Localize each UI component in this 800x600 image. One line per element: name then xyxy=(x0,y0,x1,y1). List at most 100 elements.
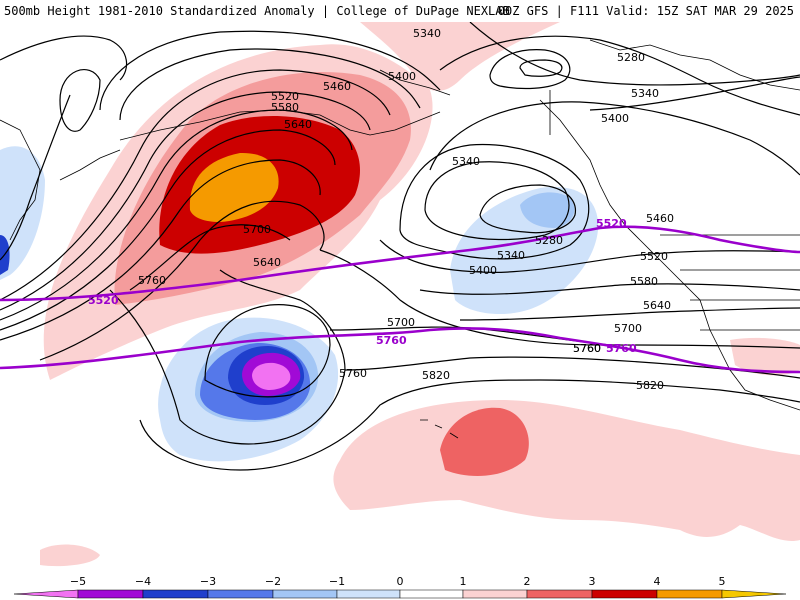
border-line xyxy=(549,90,800,331)
anomaly-pos1-region-ne xyxy=(360,22,560,91)
highlight-contours xyxy=(0,225,800,374)
contour-line xyxy=(489,49,571,90)
contour-line xyxy=(479,184,576,234)
contour-label: 5520 xyxy=(640,250,668,263)
alaska-coastline xyxy=(119,69,451,141)
colorbar-tick-label: −3 xyxy=(200,575,216,588)
contour-labels: 5340 5400 5460 5520 5580 5640 5700 5760 … xyxy=(138,27,674,392)
contour-label: 5340 xyxy=(413,27,441,40)
colorbar-tick-label: −5 xyxy=(70,575,86,588)
map-title: 500mb Height 1981-2010 Standardized Anom… xyxy=(4,4,510,18)
colorbar-tick-label: −2 xyxy=(265,575,281,588)
contour-label: 5280 xyxy=(617,51,645,64)
contour-line xyxy=(0,129,336,331)
colorbar-tick-label: 4 xyxy=(654,575,661,588)
highlight-contour-label: 5760 xyxy=(606,342,637,355)
anomaly-pos5-region xyxy=(189,152,279,222)
anomaly-pos3-region xyxy=(440,407,529,476)
contour-label: 5400 xyxy=(601,112,629,125)
contour-label: 5400 xyxy=(388,70,416,83)
colorbar-tick-label: 1 xyxy=(460,575,467,588)
contour-line xyxy=(39,200,325,361)
kamchatka-coastline xyxy=(0,119,41,241)
colorbar-tick-labels: −5 −4 −3 −2 −1 0 1 2 3 4 5 xyxy=(70,575,726,588)
colorbar-swatch-pos4 xyxy=(656,589,723,599)
contour-line xyxy=(109,269,346,445)
contour-label: 5820 xyxy=(422,369,450,382)
canada-coastline xyxy=(539,99,800,411)
colorbar-swatch-zero xyxy=(399,589,464,599)
anomaly-neg6-region xyxy=(252,362,291,390)
contour-label: 5640 xyxy=(643,299,671,312)
contour-line xyxy=(459,307,800,321)
contour-line xyxy=(439,35,800,116)
highlight-contour-label: 5520 xyxy=(596,217,627,230)
contour-label: 5340 xyxy=(497,249,525,262)
colorbar-swatches xyxy=(13,589,787,599)
colorbar-tick-label: 2 xyxy=(524,575,531,588)
colorbar-arrow-left xyxy=(13,589,79,599)
contour-line xyxy=(429,101,800,176)
contour-label: 5340 xyxy=(631,87,659,100)
contour-label: 5340 xyxy=(452,155,480,168)
highlight-contour-label: 5520 xyxy=(88,294,119,307)
highlight-contour-label: 5760 xyxy=(376,334,407,347)
contour-line xyxy=(424,161,570,241)
contour-line xyxy=(0,91,371,311)
contour-label: 5820 xyxy=(636,379,664,392)
colorbar-swatch-neg4 xyxy=(142,589,209,599)
contour-label: 5280 xyxy=(535,234,563,247)
contour-label: 5760 xyxy=(138,274,166,287)
contour-label: 5460 xyxy=(646,212,674,225)
contour-line xyxy=(0,109,353,321)
colorbar-tick-label: −4 xyxy=(135,575,151,588)
contour-line xyxy=(59,69,101,132)
contour-line xyxy=(379,239,800,273)
negative-anomaly-fill xyxy=(0,146,599,462)
colorbar-swatch-pos3 xyxy=(591,589,658,599)
contour-label: 5520 xyxy=(271,90,299,103)
highlight-contour-labels: 5520 5520 5760 5760 xyxy=(88,217,637,355)
contour-label: 5400 xyxy=(469,264,497,277)
anomaly-neg2-region-ne xyxy=(520,192,575,228)
colorbar-tick-label: 0 xyxy=(397,575,404,588)
colorbar-swatch-neg2 xyxy=(272,589,338,599)
highlight-contour-5520 xyxy=(0,225,800,302)
contour-label: 5580 xyxy=(271,101,299,114)
colorbar-arrow-right xyxy=(721,589,787,599)
contour-line xyxy=(0,94,71,261)
hawaii-islands xyxy=(420,419,459,439)
contour-line xyxy=(0,69,391,301)
contour-line xyxy=(319,249,800,349)
colorbar-swatch-neg5 xyxy=(77,589,144,599)
contour-label: 5700 xyxy=(614,322,642,335)
model-run-info: 00Z GFS | F111 Valid: 15Z SAT MAR 29 202… xyxy=(497,4,794,18)
anomaly-map: 5340 5400 5460 5520 5580 5640 5700 5760 … xyxy=(0,22,800,570)
contour-line xyxy=(204,304,331,398)
colorbar-tick-label: 5 xyxy=(719,575,726,588)
contour-label: 5640 xyxy=(284,118,312,131)
highlight-contour-5760 xyxy=(0,327,800,374)
anomaly-pos1-region-far-sw xyxy=(40,544,100,567)
contour-label: 5700 xyxy=(243,223,271,236)
contour-line xyxy=(419,283,800,295)
contour-line xyxy=(399,143,590,260)
map-header: 500mb Height 1981-2010 Standardized Anom… xyxy=(0,0,800,22)
contour-line xyxy=(139,379,800,471)
contour-label: 5580 xyxy=(630,275,658,288)
contour-line xyxy=(0,35,128,81)
anomaly-neg1-region-west xyxy=(0,146,45,280)
anomaly-colorbar: −5 −4 −3 −2 −1 0 1 2 3 4 5 xyxy=(13,575,787,599)
contour-label: 5760 xyxy=(573,342,601,355)
colorbar-tick-label: 3 xyxy=(589,575,596,588)
colorbar-tick-label: −1 xyxy=(329,575,345,588)
colorbar-swatch-neg3 xyxy=(207,589,274,599)
contour-label: 5460 xyxy=(323,80,351,93)
contour-label: 5700 xyxy=(387,316,415,329)
contour-line xyxy=(589,76,800,111)
contour-line xyxy=(469,22,800,86)
aleutian-coastline xyxy=(59,149,121,181)
colorbar-swatch-neg1 xyxy=(336,589,401,599)
contour-line xyxy=(99,30,441,111)
contour-line xyxy=(119,48,421,121)
